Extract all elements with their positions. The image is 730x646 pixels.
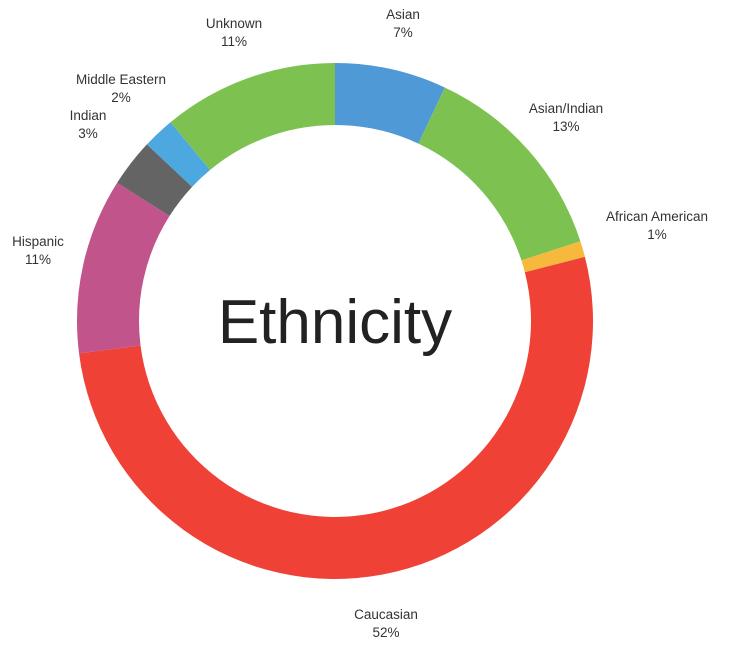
slice-african-american — [521, 241, 585, 273]
label-middle-eastern: Middle Eastern 2% — [76, 72, 166, 105]
slice-label-name: Hispanic — [12, 234, 64, 249]
slice-hispanic — [77, 182, 170, 354]
slice-label-value: 11% — [25, 252, 51, 267]
slice-label-value: 2% — [111, 90, 131, 105]
slice-label-name: Asian/Indian — [529, 101, 603, 116]
slice-asian — [335, 63, 445, 144]
slice-label-value: 7% — [393, 25, 413, 40]
slice-label-value: 13% — [552, 119, 579, 134]
labels-layer: Asian 7% Asian/Indian 13% African American 1%… — [12, 7, 708, 640]
label-indian: Indian 3% — [70, 108, 107, 141]
chart-title: Ethnicity — [218, 288, 452, 357]
slice-caucasian — [79, 256, 594, 579]
slice-unknown — [170, 63, 335, 170]
slice-label-name: Indian — [70, 108, 107, 123]
slice-label-name: Caucasian — [354, 607, 418, 622]
label-african-american: African American 1% — [606, 209, 708, 242]
slices-layer — [77, 63, 594, 579]
slice-indian — [117, 144, 193, 216]
slice-label-value: 11% — [221, 34, 247, 49]
label-asian-indian: Asian/Indian 13% — [529, 101, 603, 134]
slice-label-value: 3% — [78, 126, 98, 141]
slice-middle-eastern — [146, 122, 211, 187]
label-hispanic: Hispanic 11% — [12, 234, 64, 267]
label-unknown: Unknown 11% — [206, 16, 262, 49]
slice-label-name: Unknown — [206, 16, 262, 31]
slice-label-value: 52% — [372, 625, 399, 640]
slice-label-name: African American — [606, 209, 708, 224]
slice-label-name: Middle Eastern — [76, 72, 166, 87]
slice-label-name: Asian — [386, 7, 420, 22]
slice-asian-indian — [418, 87, 581, 261]
label-asian: Asian 7% — [386, 7, 420, 40]
slice-label-value: 1% — [647, 227, 667, 242]
label-caucasian: Caucasian 52% — [354, 607, 418, 640]
